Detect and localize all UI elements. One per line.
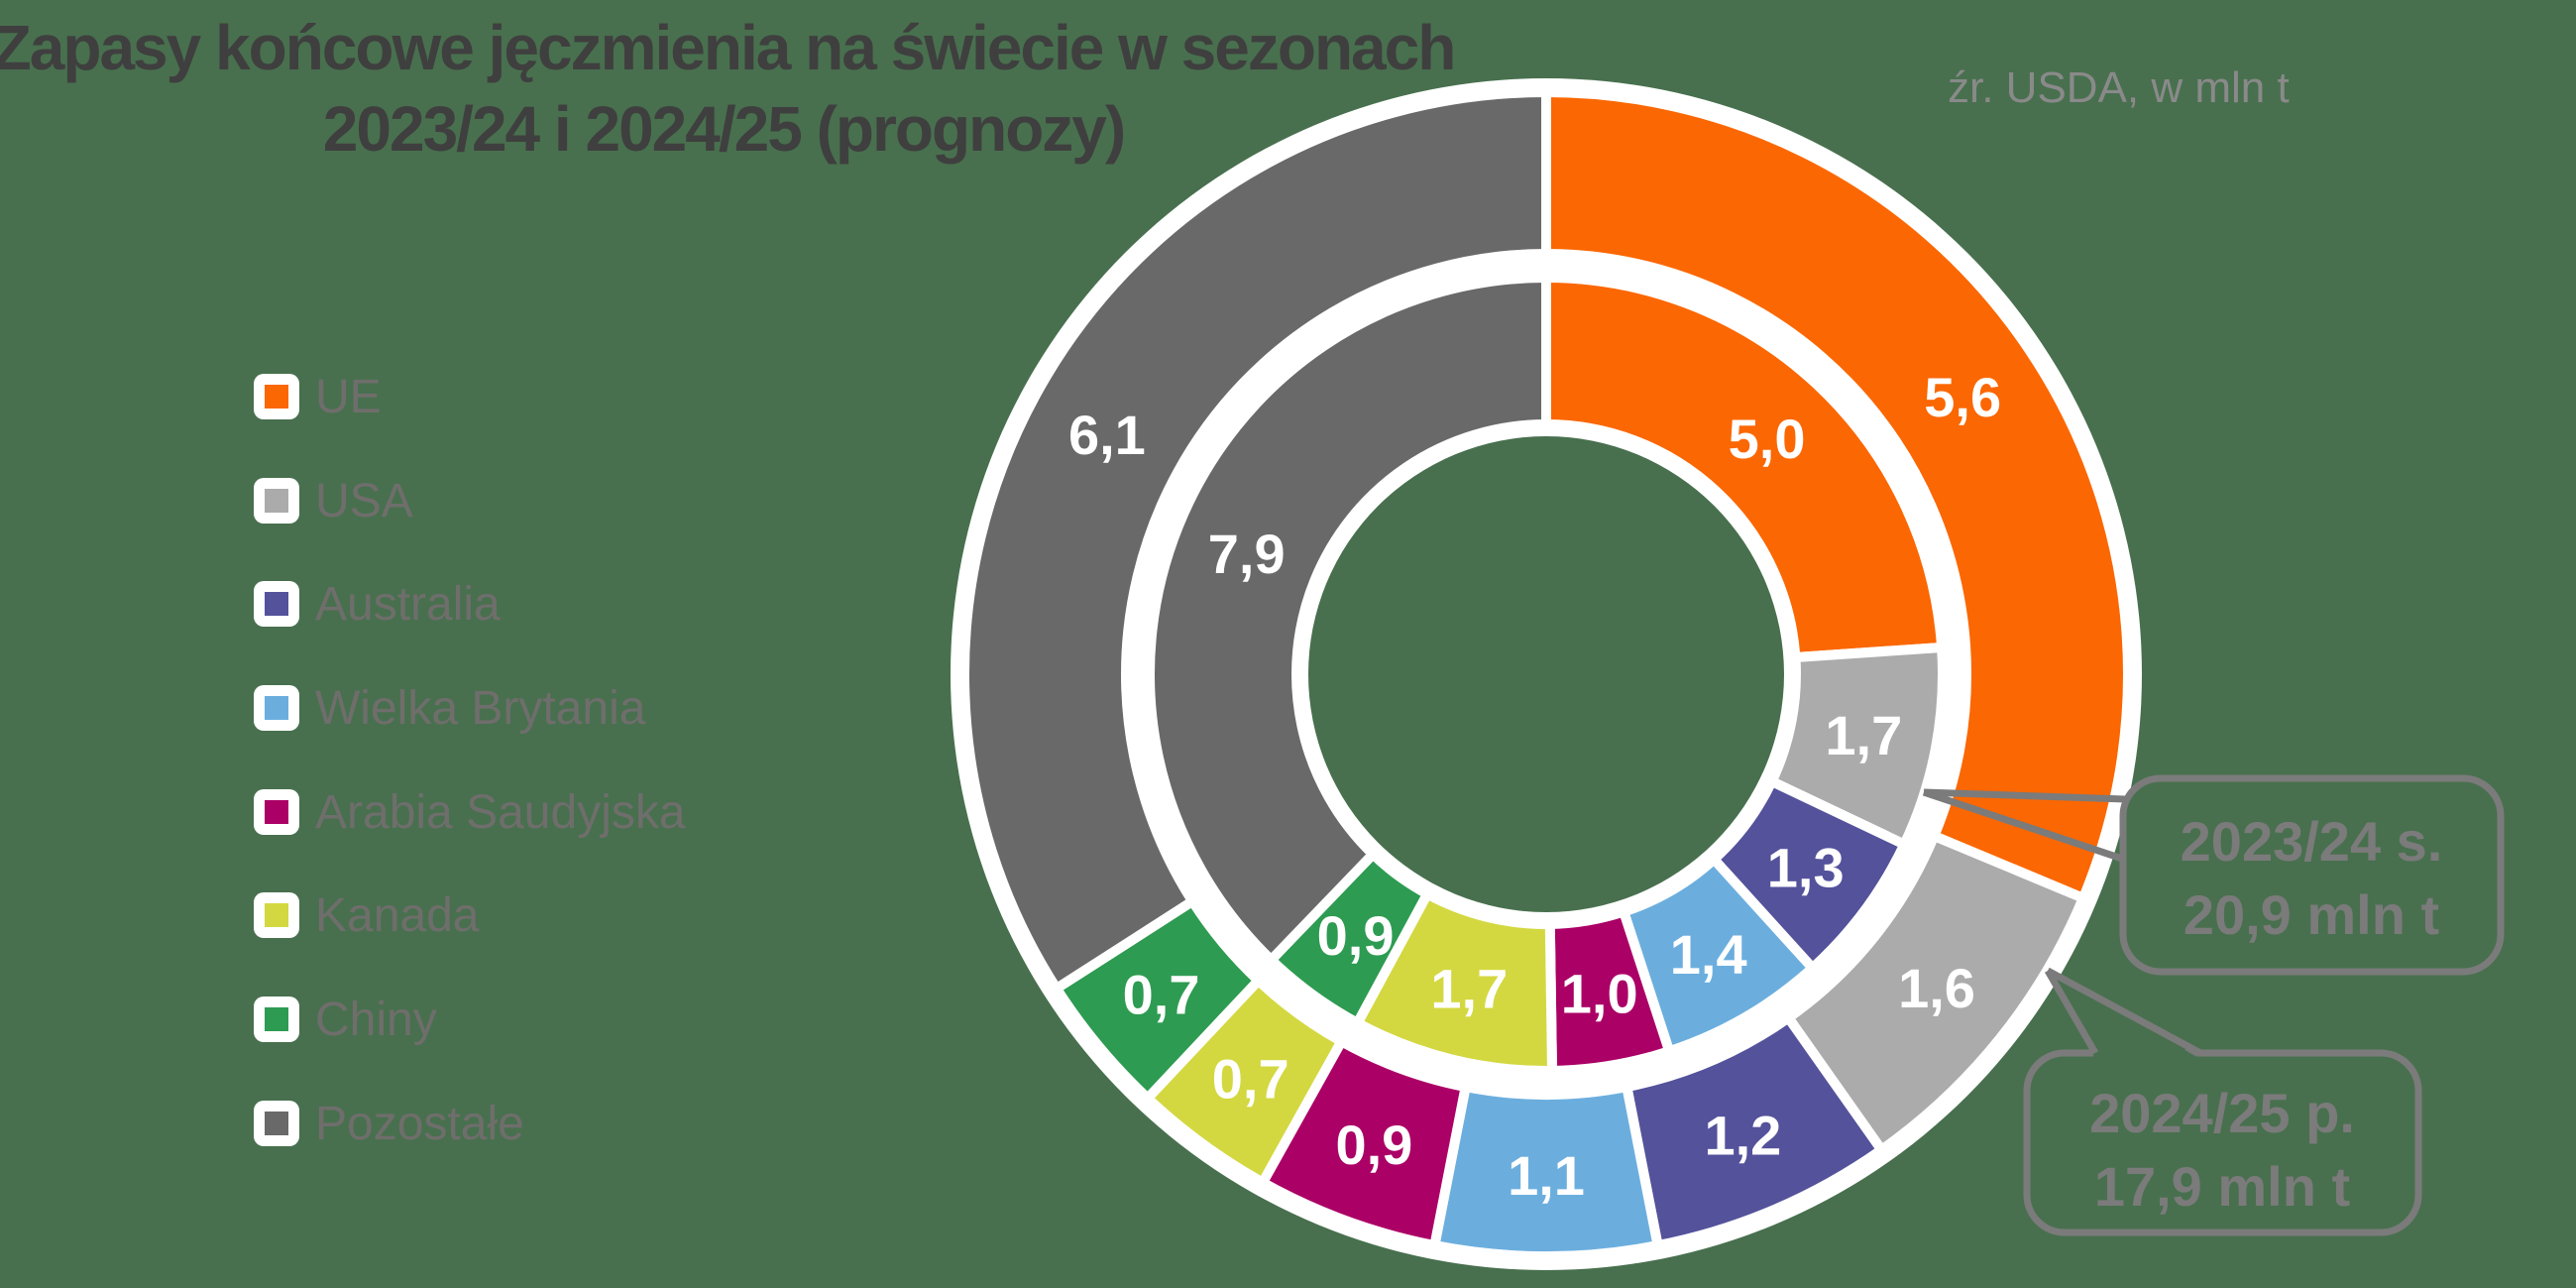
legend-swatch-color xyxy=(265,592,288,616)
value-label-inner-Australia: 1,3 xyxy=(1767,836,1845,898)
callout-total-label: 20,9 mln t xyxy=(2184,883,2439,946)
value-label-outer-Kanada: 0,7 xyxy=(1212,1048,1289,1111)
legend-item-pozostale: Pozostałe xyxy=(254,1098,524,1150)
legend-item-label: Wielka Brytania xyxy=(315,682,646,735)
value-label-inner-Wielka Brytania: 1,4 xyxy=(1670,923,1747,986)
callout-tail-edge xyxy=(2046,967,2202,1057)
value-label-outer-Pozostałe: 6,1 xyxy=(1068,404,1146,466)
callout-season-label: 2023/24 s. xyxy=(2181,810,2443,873)
legend-swatch-color xyxy=(265,489,288,513)
legend-item-label: Arabia Saudyjska xyxy=(315,786,686,839)
value-label-inner-UE: 5,0 xyxy=(1729,408,1806,470)
legend-item-label: Kanada xyxy=(315,889,480,942)
legend-item-kanada: Kanada xyxy=(254,889,480,942)
callout-2024-25: 2024/25 p. 17,9 mln t xyxy=(2023,967,2422,1236)
value-label-outer-Wielka Brytania: 1,1 xyxy=(1508,1144,1585,1207)
value-label-inner-Chiny: 0,9 xyxy=(1317,904,1395,967)
segment-inner-Pozostałe xyxy=(1145,273,1551,966)
callout-2023-24: 2023/24 s. 20,9 mln t xyxy=(1922,774,2505,976)
value-label-inner-Arabia Saudyjska: 1,0 xyxy=(1561,963,1638,1025)
donut-hole xyxy=(1308,436,1784,912)
legend: UE USA Australia Wielka Brytania Arabia xyxy=(254,371,686,1150)
legend-item-label: Pozostałe xyxy=(315,1098,524,1150)
value-label-inner-USA: 1,7 xyxy=(1825,704,1902,766)
legend-item-label: Chiny xyxy=(315,994,437,1046)
callout-box xyxy=(2119,774,2505,976)
value-label-outer-Australia: 1,2 xyxy=(1704,1104,1781,1166)
legend-swatch-color xyxy=(265,385,288,409)
callout-season-label: 2024/25 p. xyxy=(2089,1082,2355,1144)
legend-swatch-color xyxy=(265,696,288,720)
value-label-inner-Pozostałe: 7,9 xyxy=(1208,523,1286,585)
segment-outer-Pozostałe xyxy=(959,87,1551,994)
value-label-inner-Kanada: 1,7 xyxy=(1430,958,1508,1020)
callout-total-label: 17,9 mln t xyxy=(2094,1155,2350,1218)
value-label-outer-Chiny: 0,7 xyxy=(1123,964,1200,1026)
source-note: źr. USDA, w mln t xyxy=(1948,63,2290,112)
nested-donut: 5,0 1,7 1,3 1,4 1,0 1,7 0,9 7,9 5,6 1,6 1,2 1,1 0,9 0… xyxy=(951,78,2142,1270)
legend-item-label: UE xyxy=(315,371,382,423)
legend-swatch-color xyxy=(265,1112,288,1135)
callout-tail-edge xyxy=(2044,969,2099,1055)
legend-item-wielka-brytania: Wielka Brytania xyxy=(254,682,646,735)
callout-leader-line xyxy=(1923,788,2126,803)
value-label-outer-UE: 5,6 xyxy=(1924,366,2001,428)
callout-box xyxy=(2023,1049,2422,1236)
legend-swatch-color xyxy=(265,903,288,927)
legend-item-label: USA xyxy=(315,475,413,527)
chart-title-line1: Zapasy końcowe jęczmienia na świecie w s… xyxy=(0,12,1454,83)
chart-title: Zapasy końcowe jęczmienia na świecie w s… xyxy=(0,12,1456,165)
legend-item-ue: UE xyxy=(254,371,382,423)
legend-item-australia: Australia xyxy=(254,578,501,631)
legend-item-label: Australia xyxy=(315,578,501,631)
legend-swatch-color xyxy=(265,800,288,824)
chart-title-line2: 2023/24 i 2024/25 (prognozy) xyxy=(323,93,1124,165)
callout-leader-line xyxy=(1922,788,2127,864)
value-label-outer-USA: 1,6 xyxy=(1898,957,1975,1019)
segment-inner-UE xyxy=(1541,273,1948,662)
legend-swatch-color xyxy=(265,1007,288,1031)
legend-item-arabia-saudyjska: Arabia Saudyjska xyxy=(254,786,686,839)
legend-item-usa: USA xyxy=(254,475,413,527)
legend-item-chiny: Chiny xyxy=(254,994,437,1046)
value-label-outer-Arabia Saudyjska: 0,9 xyxy=(1335,1113,1412,1176)
